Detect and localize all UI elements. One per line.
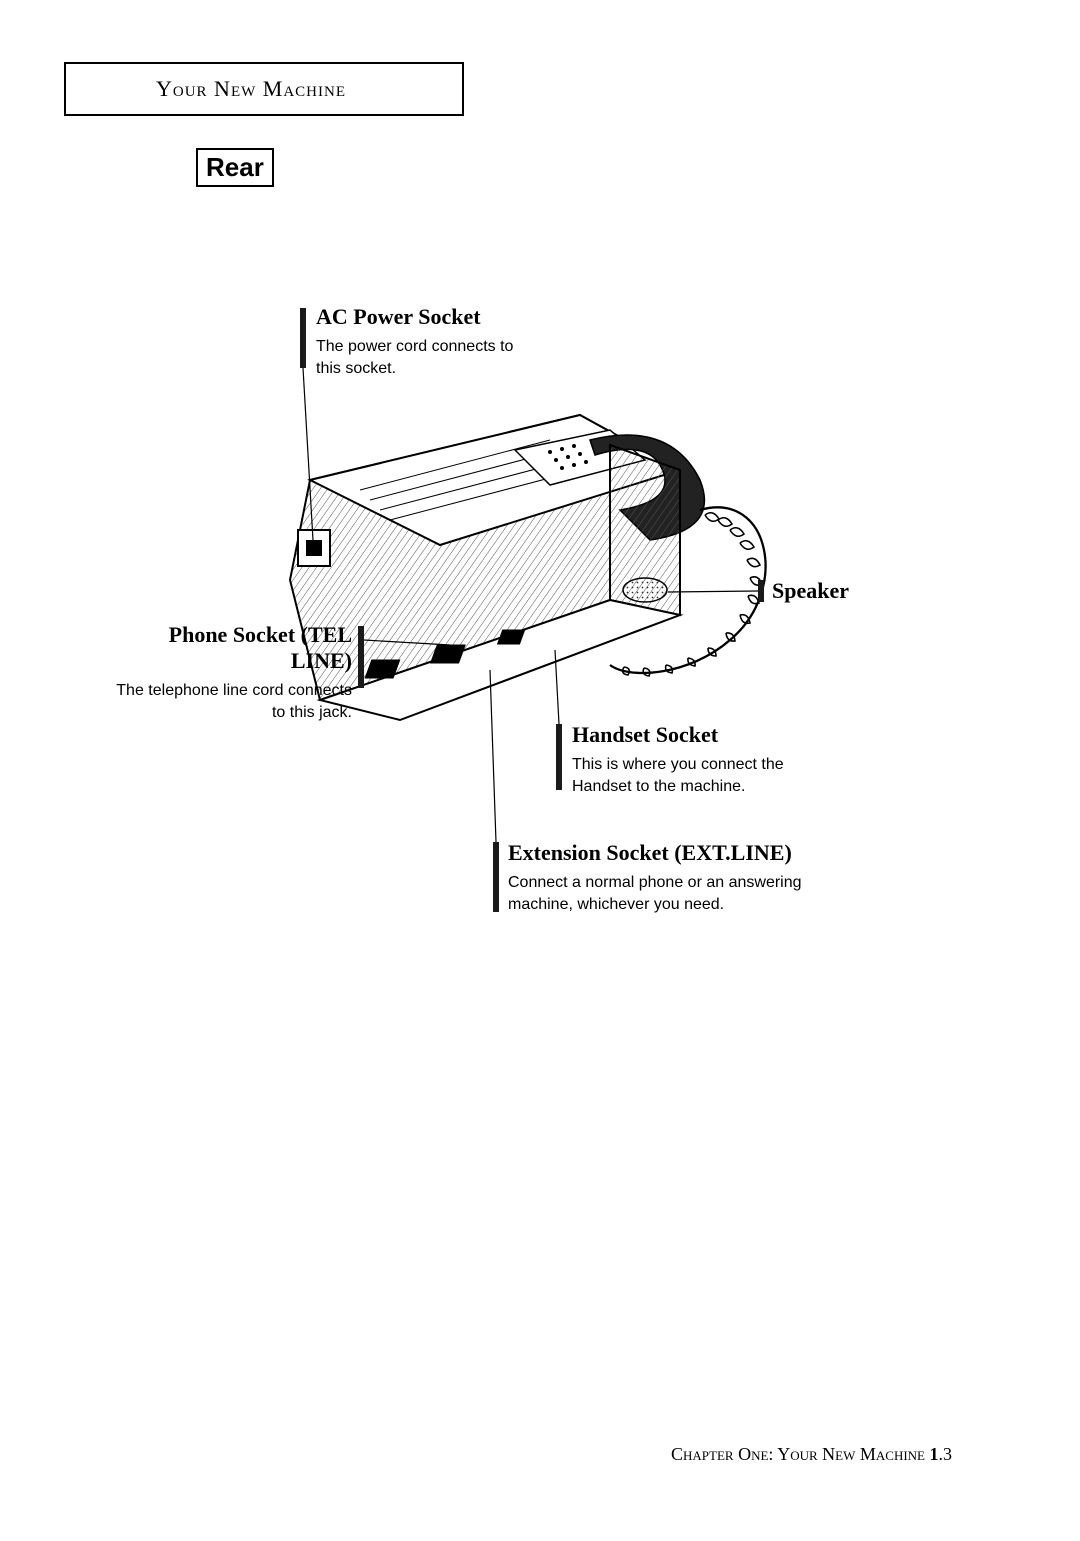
callout-handset-socket-title: Handset Socket (572, 722, 832, 748)
callout-ac-power-title: AC Power Socket (316, 304, 536, 330)
footer-chapter: Chapter One: Your New Machine (671, 1444, 930, 1464)
page-footer: Chapter One: Your New Machine 1.3 (671, 1444, 952, 1465)
callout-phone-socket: Phone Socket (TEL LINE) The telephone li… (108, 622, 352, 725)
callout-extension-socket-desc: Connect a normal phone or an answering m… (508, 872, 808, 917)
callout-handset-socket-desc: This is where you connect the Handset to… (572, 754, 832, 799)
callout-handset-socket: Handset Socket This is where you connect… (572, 722, 832, 799)
callout-phone-socket-title: Phone Socket (TEL LINE) (108, 622, 352, 674)
callout-ac-power: AC Power Socket The power cord connects … (316, 304, 536, 381)
callout-phone-socket-desc: The telephone line cord connects to this… (108, 680, 352, 725)
callout-extension-socket-title: Extension Socket (EXT.LINE) (508, 840, 808, 866)
page: Your New Machine Rear (0, 0, 1080, 1541)
footer-page-major: 1 (930, 1444, 939, 1464)
callout-ac-power-desc: The power cord connects to this socket. (316, 336, 536, 381)
footer-page-minor: 3 (943, 1444, 952, 1464)
callout-extension-socket: Extension Socket (EXT.LINE) Connect a no… (508, 840, 808, 917)
callout-speaker-title: Speaker (772, 578, 849, 604)
callout-speaker: Speaker (772, 578, 849, 604)
